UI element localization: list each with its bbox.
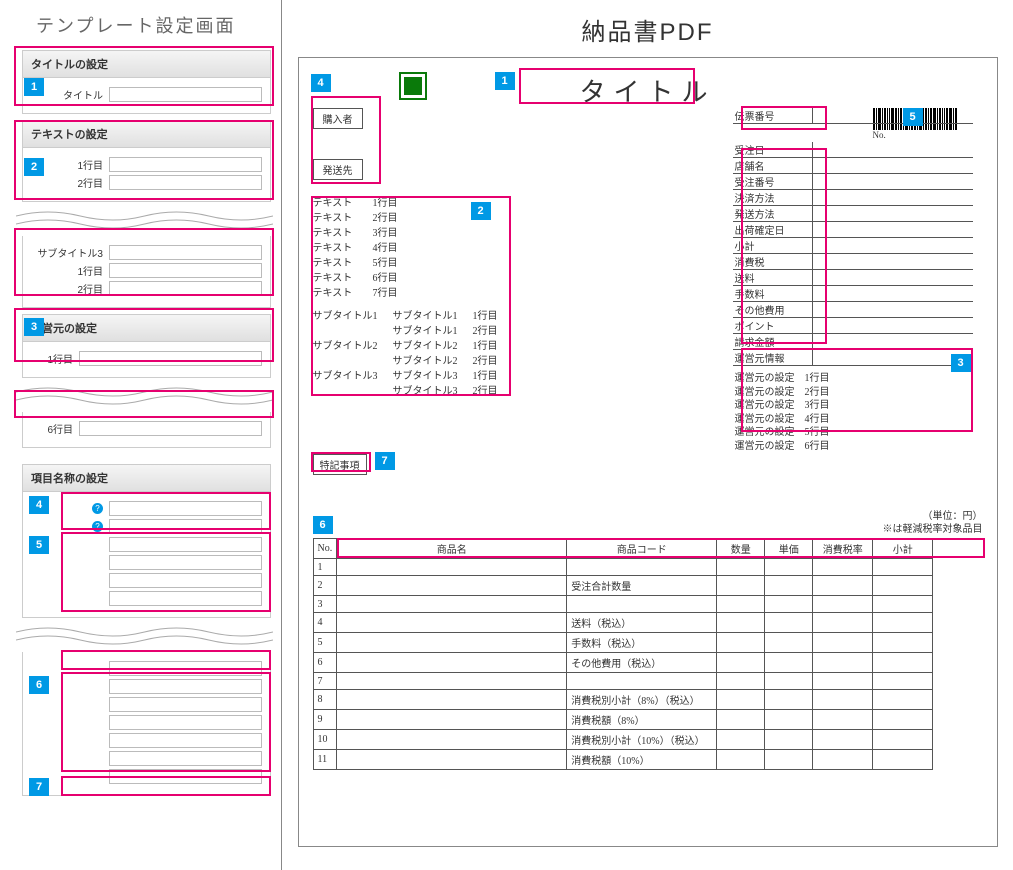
orderno-label-input[interactable] (109, 591, 262, 606)
form-label: サブタイトル3 (31, 245, 109, 260)
notes-label-input[interactable] (109, 769, 262, 784)
badge-7: 7 (29, 778, 49, 796)
table-row: 11消費税額（10%） (313, 750, 933, 770)
table-row: 6その他費用（税込） (313, 653, 933, 673)
text-block: テキスト1行目 テキスト2行目 テキスト3行目 テキスト4行目 テキスト5行目 … (313, 196, 613, 399)
col-taxrate: 消費税率 (813, 539, 873, 559)
table-row: 10消費税別小計（10%）（税込） (313, 730, 933, 750)
col-itemcode: 商品コード (567, 539, 717, 559)
form-label: 6行目 (31, 421, 79, 436)
badge-3: 3 (24, 318, 44, 336)
wave-break (16, 208, 273, 232)
wave-break (16, 624, 273, 648)
form-label: ? (31, 521, 109, 532)
pdf-badge-6: 6 (313, 516, 333, 534)
item-table-body: 1 2受注合計数量 3 4送料（税込） 5手数料（税込） 6その他費用（税込） … (313, 559, 933, 770)
section-header: 項目名称の設定 (23, 465, 270, 492)
text-line1-input[interactable] (109, 157, 262, 172)
unitprice-label-input[interactable] (109, 733, 262, 748)
template-settings-panel: テンプレート設定画面 タイトルの設定 1 タイトル テキストの設定 2 1行目 … (0, 0, 282, 870)
subtotal-label-input[interactable] (109, 751, 262, 766)
shipto-label-box: 発送先 (313, 159, 363, 180)
operator-block: 運営元の設定 1行目 運営元の設定 2行目 運営元の設定 3行目 運営元の設定 … (733, 370, 973, 455)
unit-note: （単位：円） ※は軽減税率対象品目 (883, 510, 983, 536)
section-text-settings-cont: サブタイトル3 1行目 2行目 (22, 236, 271, 308)
shopname-label-input[interactable] (109, 573, 262, 588)
item-table: No. 商品名 商品コード 数量 単価 消費税率 小計 1 2受注合計数量 3 … (313, 538, 934, 770)
itemname-label-input[interactable] (109, 679, 262, 694)
badge-1: 1 (24, 78, 44, 96)
wave-break (16, 384, 273, 408)
form-label: 2行目 (31, 281, 109, 296)
slip-label: 伝票番号 (733, 108, 813, 124)
col-no: No. (313, 539, 337, 559)
section-text-settings: テキストの設定 2 1行目 2行目 (22, 120, 271, 202)
table-row: 4送料（税込） (313, 613, 933, 633)
pdf-page: 1 タイトル 4 購入者 発送先 2 テキスト1行目 テキスト2行目 テキスト3… (298, 57, 998, 847)
badge-4: 4 (29, 496, 49, 514)
help-icon[interactable]: ? (92, 521, 103, 532)
pdf-preview-panel: 納品書PDF 1 タイトル 4 購入者 発送先 2 テキスト1行目 テキスト2行… (282, 0, 1013, 870)
operatorinfo-label-input[interactable] (109, 661, 262, 676)
section-header: テキストの設定 (23, 121, 270, 148)
pdf-badge-1: 1 (495, 72, 515, 90)
subtitle3-input[interactable] (109, 245, 262, 260)
sub3-line2-input[interactable] (109, 281, 262, 296)
col-itemname: 商品名 (337, 539, 567, 559)
section-item-names: 項目名称の設定 4 ? ? 5 (22, 464, 271, 618)
operator-line6-input[interactable] (79, 421, 262, 436)
table-row: 8消費税別小計（8%）（税込） (313, 690, 933, 710)
pdf-badge-3: 3 (951, 354, 971, 372)
badge-5: 5 (29, 536, 49, 554)
section-header: タイトルの設定 (23, 51, 270, 78)
qty-label-input[interactable] (109, 715, 262, 730)
section-operator-settings: 運営元の設定 1行目 (22, 314, 271, 378)
section-item-names-cont: 6 7 (22, 652, 271, 796)
table-row: 9消費税額（8%） (313, 710, 933, 730)
orderdate-label-input[interactable] (109, 555, 262, 570)
table-row: 5手数料（税込） (313, 633, 933, 653)
form-label: 2行目 (31, 175, 109, 190)
pdf-badge-7: 7 (375, 452, 395, 470)
operator-line1-input[interactable] (79, 351, 262, 366)
section-title-settings: タイトルの設定 1 タイトル (22, 50, 271, 114)
table-row: 7 (313, 673, 933, 690)
help-icon[interactable]: ? (92, 503, 103, 514)
badge-2: 2 (24, 158, 44, 176)
left-panel-title: テンプレート設定画面 (36, 12, 281, 38)
buyer-label-input[interactable] (109, 501, 262, 516)
pdf-badge-4: 4 (311, 74, 331, 92)
form-label: 1行目 (31, 351, 79, 366)
table-row: 1 (313, 559, 933, 576)
summary-table: 受注日 店舗名 受注番号 決済方法 発送方法 出荷確定日 小計 消費税 送料 手… (733, 142, 973, 366)
col-unitprice: 単価 (765, 539, 813, 559)
section-operator-cont: 6行目 (22, 412, 271, 448)
col-subtotal: 小計 (873, 539, 933, 559)
badge-6: 6 (29, 676, 49, 694)
form-label: 1行目 (31, 263, 109, 278)
pdf-badge-2: 2 (471, 202, 491, 220)
itemcode-label-input[interactable] (109, 697, 262, 712)
slipno-label-input[interactable] (109, 537, 262, 552)
shipto-label-input[interactable] (109, 519, 262, 534)
table-row: 2受注合計数量 (313, 576, 933, 596)
pdf-badge-5: 5 (903, 108, 923, 126)
right-panel-title: 納品書PDF (290, 12, 1005, 47)
notes-label-box: 特記事項 (313, 454, 367, 475)
title-input[interactable] (109, 87, 262, 102)
col-qty: 数量 (717, 539, 765, 559)
text-line2-input[interactable] (109, 175, 262, 190)
table-row: 3 (313, 596, 933, 613)
section-header: 運営元の設定 (23, 315, 270, 342)
buyer-label-box: 購入者 (313, 108, 363, 129)
sub3-line1-input[interactable] (109, 263, 262, 278)
logo-icon (399, 72, 427, 100)
summary-table-top: 伝票番号 (733, 108, 973, 124)
